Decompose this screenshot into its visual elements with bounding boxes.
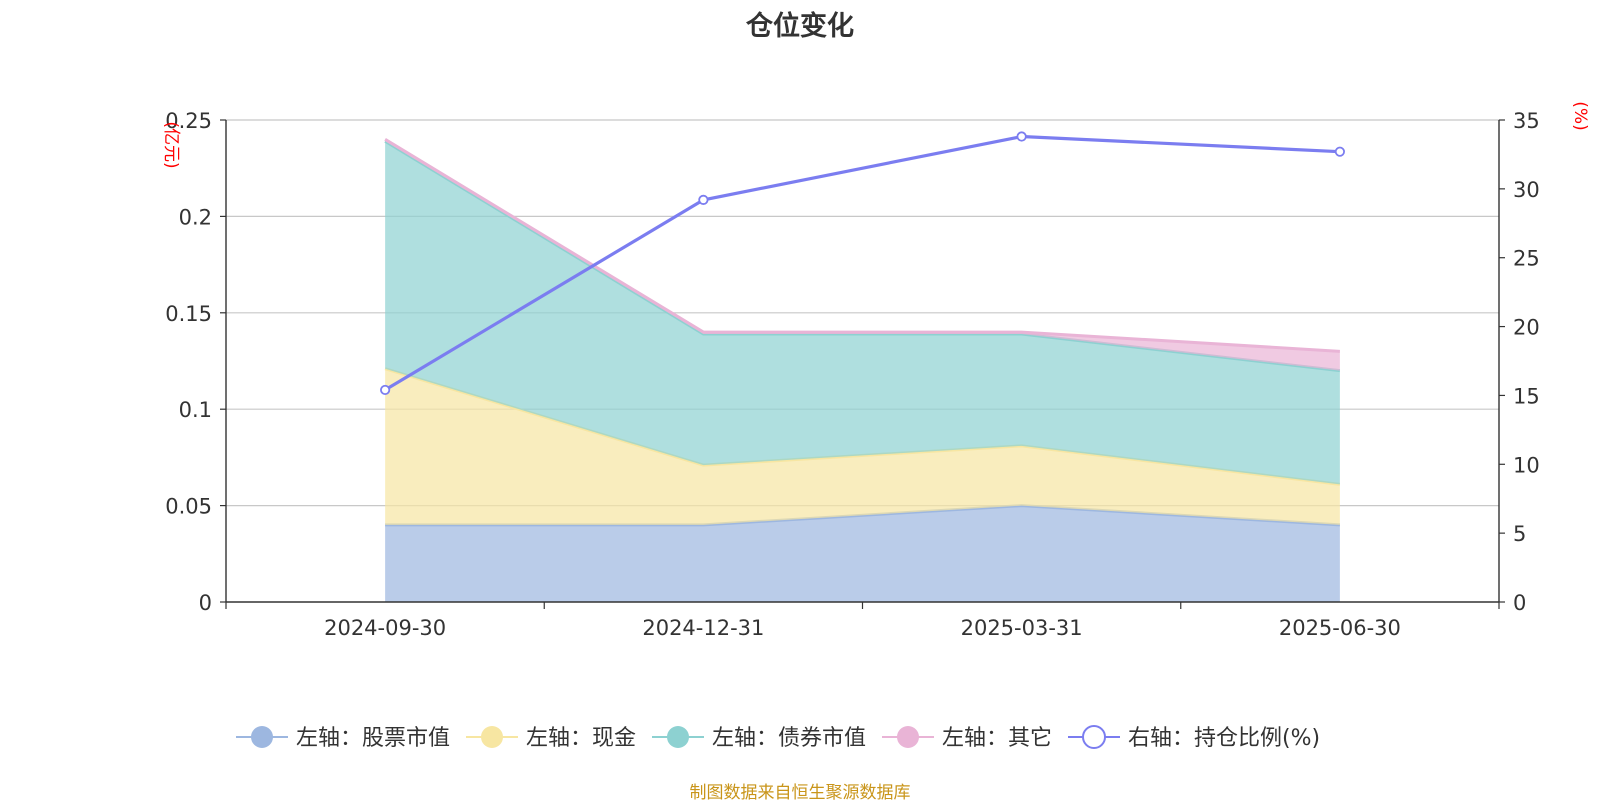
left-tick-label: 0.05 bbox=[165, 495, 212, 519]
right-tick-label: 35 bbox=[1513, 109, 1540, 133]
x-tick-label: 2024-09-30 bbox=[324, 616, 446, 640]
legend-marker bbox=[1082, 725, 1106, 749]
right-tick-label: 25 bbox=[1513, 247, 1540, 271]
source-note: 制图数据来自恒生聚源数据库 bbox=[689, 783, 911, 803]
chart-title: 仓位变化 bbox=[746, 11, 854, 42]
legend-label: 左轴：债券市值 bbox=[712, 726, 866, 751]
right-tick-label: 0 bbox=[1513, 591, 1526, 615]
ratio-point bbox=[1334, 146, 1345, 157]
x-tick-label: 2024-12-31 bbox=[642, 616, 764, 640]
area-series bbox=[384, 137, 1341, 602]
right-axis-unit: (%) bbox=[1570, 101, 1590, 130]
x-tick-label: 2025-06-30 bbox=[1279, 616, 1401, 640]
line-series bbox=[380, 131, 1345, 396]
right-tick-label: 30 bbox=[1513, 178, 1540, 202]
legend-label: 左轴：股票市值 bbox=[296, 726, 450, 751]
ratio-point bbox=[1016, 131, 1027, 142]
legend-marker bbox=[251, 726, 273, 748]
left-tick-label: 0.15 bbox=[165, 302, 212, 326]
legend-marker bbox=[667, 726, 689, 748]
left-axis-unit: (亿元) bbox=[161, 121, 181, 168]
legend-marker bbox=[897, 726, 919, 748]
area-fill bbox=[385, 141, 1340, 485]
axes: 0 0.05 0.1 0.15 0.2 0.25 0 5 10 15 20 25 30 35 2024-09… bbox=[161, 101, 1590, 640]
right-tick-label: 10 bbox=[1513, 453, 1540, 477]
right-tick-label: 20 bbox=[1513, 316, 1540, 340]
legend: 左轴：股票市值 左轴：现金 左轴：债券市值 左轴：其它 右轴：持仓比例(%) bbox=[236, 725, 1320, 751]
area-fill bbox=[385, 505, 1340, 602]
ratio-line bbox=[384, 134, 1340, 392]
area-fill bbox=[385, 368, 1340, 525]
ratio-point bbox=[380, 384, 391, 396]
legend-label: 左轴：其它 bbox=[942, 726, 1052, 751]
left-tick-label: 0.2 bbox=[179, 205, 212, 229]
legend-label: 左轴：现金 bbox=[526, 726, 636, 751]
left-tick-label: 0 bbox=[199, 591, 212, 615]
legend-item: 右轴：持仓比例(%) bbox=[1068, 725, 1320, 751]
legend-item: 左轴：股票市值 bbox=[236, 726, 450, 751]
right-tick-label: 5 bbox=[1513, 522, 1526, 546]
ratio-point bbox=[698, 194, 709, 205]
legend-label: 右轴：持仓比例(%) bbox=[1128, 726, 1320, 751]
x-tick-label: 2025-03-31 bbox=[961, 616, 1083, 640]
area-edge bbox=[384, 137, 1340, 353]
left-tick-label: 0.25 bbox=[165, 109, 212, 133]
legend-item: 左轴：债券市值 bbox=[652, 726, 866, 751]
right-tick-label: 15 bbox=[1513, 384, 1540, 408]
legend-marker bbox=[481, 726, 503, 748]
left-tick-label: 0.1 bbox=[179, 398, 212, 422]
legend-item: 左轴：其它 bbox=[882, 726, 1052, 751]
legend-item: 左轴：现金 bbox=[466, 726, 636, 751]
